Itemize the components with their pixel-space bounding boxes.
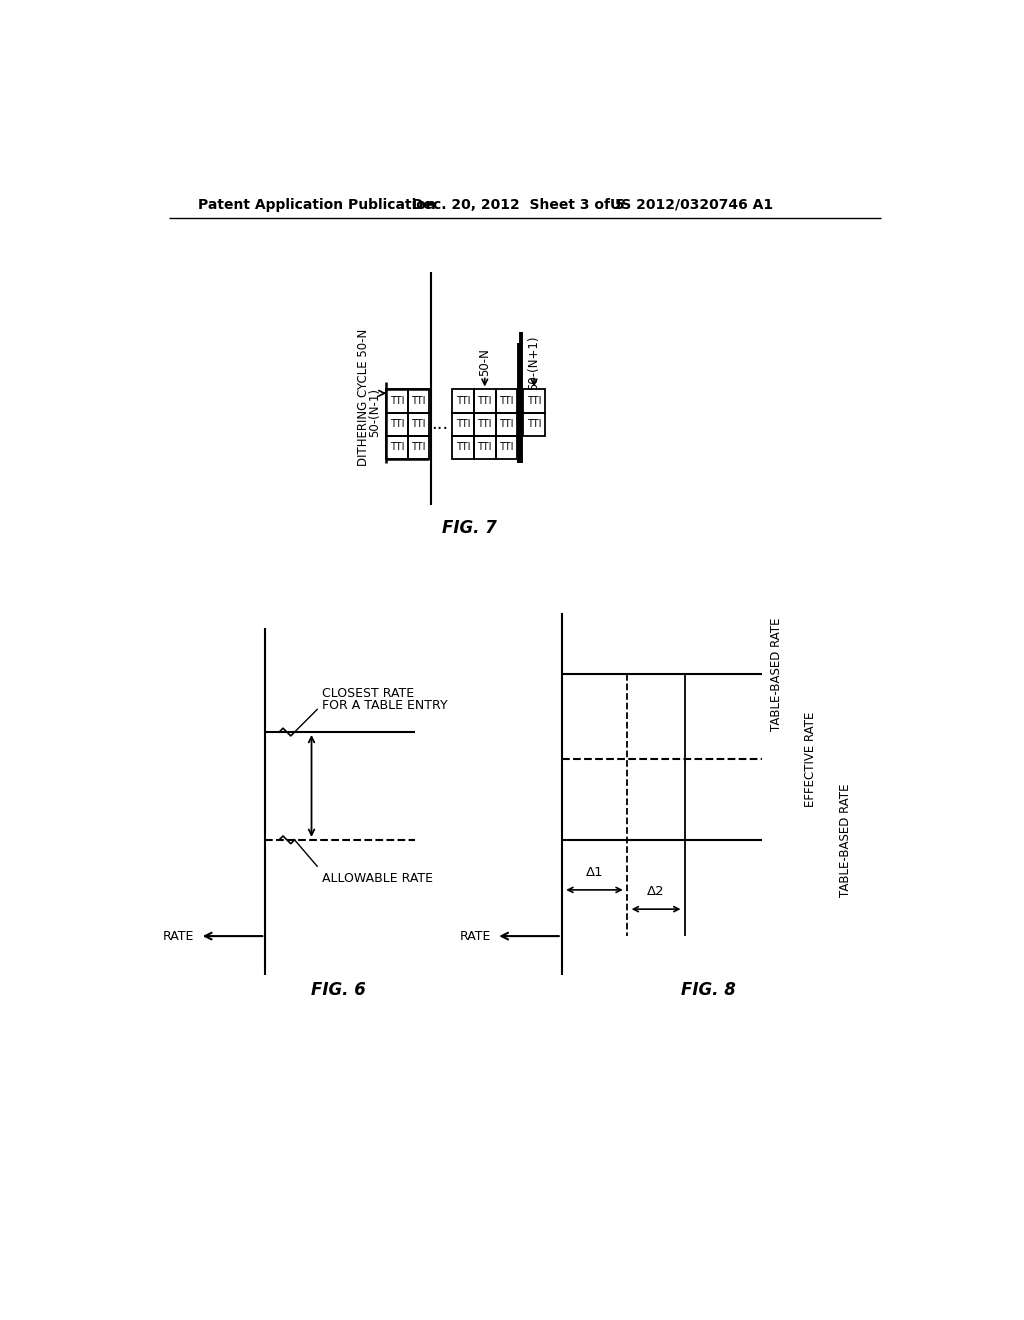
Text: RATE: RATE — [460, 929, 490, 942]
Text: TTI: TTI — [477, 418, 492, 429]
Bar — [453, 389, 474, 413]
Bar — [386, 389, 408, 413]
Bar — [523, 389, 545, 413]
Text: TTI: TTI — [499, 396, 514, 407]
Text: US 2012/0320746 A1: US 2012/0320746 A1 — [609, 198, 773, 211]
Text: TTI: TTI — [456, 442, 470, 453]
Text: TTI: TTI — [412, 418, 426, 429]
Text: Δ2: Δ2 — [647, 886, 665, 899]
Text: TTI: TTI — [390, 418, 404, 429]
Text: TTI: TTI — [456, 396, 470, 407]
Text: TTI: TTI — [412, 442, 426, 453]
Text: Δ1: Δ1 — [586, 866, 603, 879]
Text: TABLE-BASED RATE: TABLE-BASED RATE — [839, 783, 852, 896]
Text: TTI: TTI — [526, 396, 542, 407]
Bar — [408, 436, 429, 459]
Text: TTI: TTI — [456, 418, 470, 429]
Bar — [474, 389, 496, 413]
Bar — [386, 436, 408, 459]
Text: TTI: TTI — [390, 442, 404, 453]
Bar — [496, 412, 517, 436]
Text: FIG. 6: FIG. 6 — [311, 981, 366, 999]
Text: FIG. 7: FIG. 7 — [442, 519, 497, 537]
Bar — [496, 436, 517, 459]
Text: TTI: TTI — [477, 442, 492, 453]
Text: TTI: TTI — [499, 442, 514, 453]
Text: 50-N: 50-N — [478, 348, 492, 376]
Bar — [386, 412, 408, 436]
Text: ...: ... — [431, 414, 449, 433]
Text: FIG. 8: FIG. 8 — [681, 981, 735, 999]
Bar — [474, 412, 496, 436]
Bar — [453, 436, 474, 459]
Text: Patent Application Publication: Patent Application Publication — [198, 198, 435, 211]
Text: TTI: TTI — [477, 396, 492, 407]
Text: TTI: TTI — [499, 418, 514, 429]
Text: EFFECTIVE RATE: EFFECTIVE RATE — [804, 711, 817, 807]
Text: TTI: TTI — [526, 418, 542, 429]
Text: DITHERING CYCLE 50-N: DITHERING CYCLE 50-N — [356, 329, 370, 466]
Text: TTI: TTI — [390, 396, 404, 407]
Bar — [408, 412, 429, 436]
Text: ALLOWABLE RATE: ALLOWABLE RATE — [322, 871, 432, 884]
Text: TABLE-BASED RATE: TABLE-BASED RATE — [770, 618, 782, 731]
Text: 50-(N-1): 50-(N-1) — [368, 388, 381, 437]
Text: FOR A TABLE ENTRY: FOR A TABLE ENTRY — [322, 698, 447, 711]
Bar — [453, 412, 474, 436]
Bar — [408, 389, 429, 413]
Bar — [523, 412, 545, 436]
Bar — [496, 389, 517, 413]
Text: CLOSEST RATE: CLOSEST RATE — [322, 686, 414, 700]
Text: Dec. 20, 2012  Sheet 3 of 5: Dec. 20, 2012 Sheet 3 of 5 — [412, 198, 625, 211]
Text: RATE: RATE — [163, 929, 195, 942]
Text: TTI: TTI — [412, 396, 426, 407]
Bar — [474, 436, 496, 459]
Text: 50-(N+1): 50-(N+1) — [527, 335, 541, 389]
